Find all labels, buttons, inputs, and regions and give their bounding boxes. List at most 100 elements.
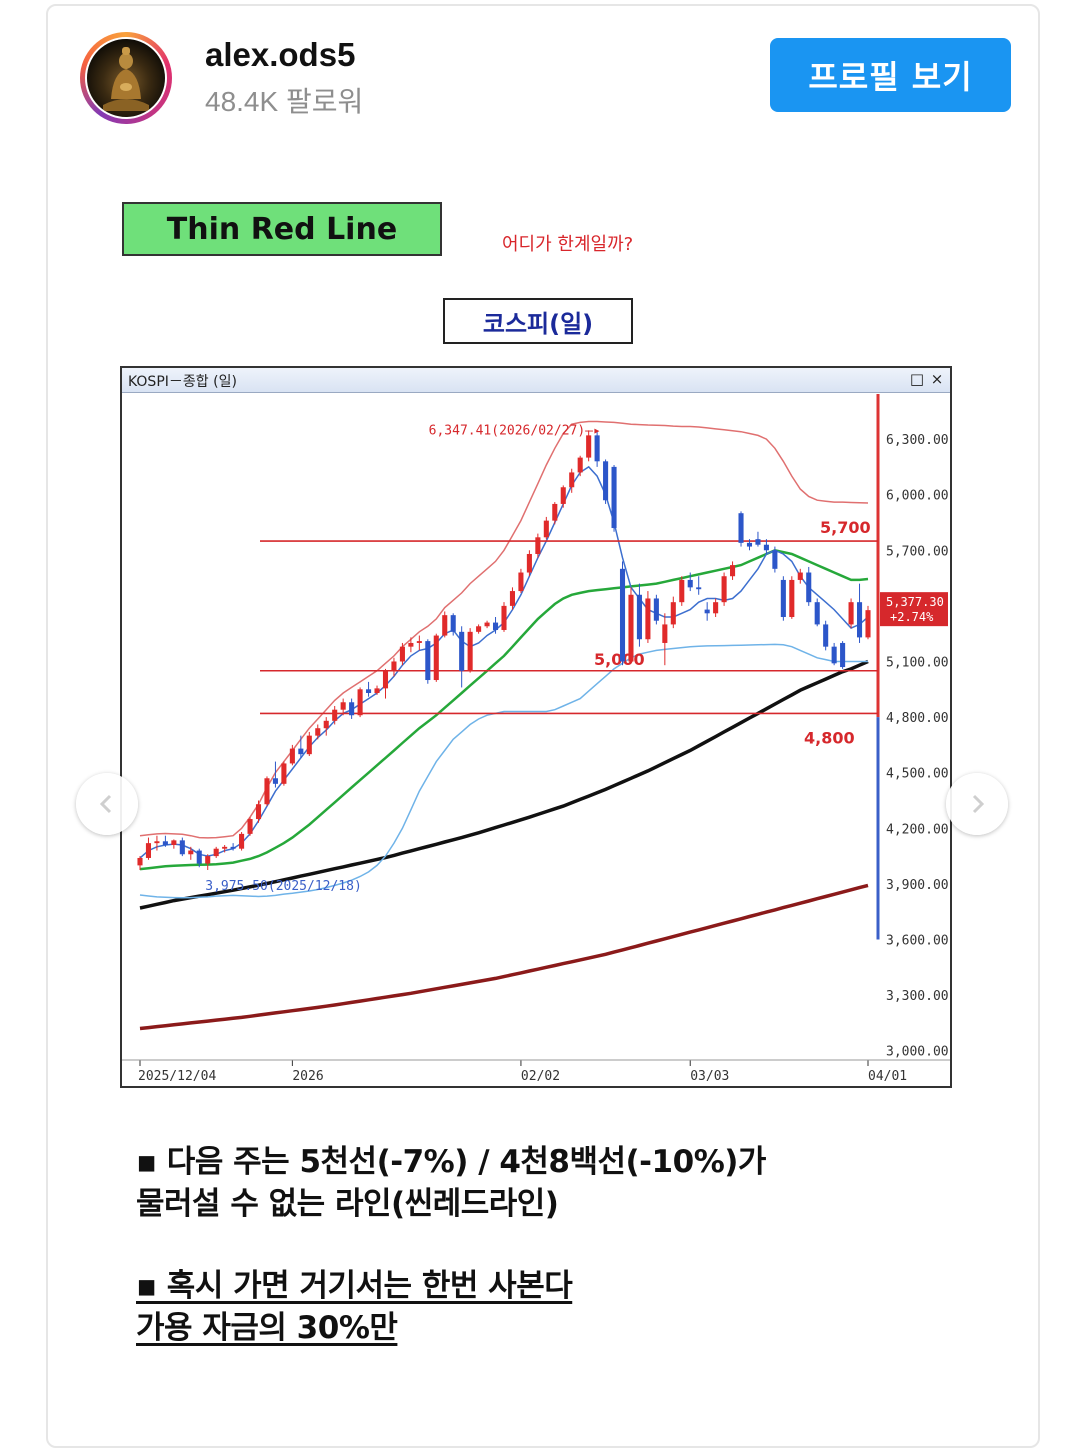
candle-body: [679, 579, 685, 603]
candle-body: [382, 670, 389, 689]
candle-body: [264, 778, 270, 805]
candle-body: [594, 435, 600, 462]
low-annotation: 3,975.50(2025/12/18): [205, 879, 362, 894]
candle-body: [399, 646, 405, 662]
candle-body: [145, 843, 152, 858]
candle-body: [492, 622, 499, 630]
ma-series-line: [139, 465, 869, 859]
candle-body: [323, 720, 329, 729]
candle-body: [509, 591, 516, 606]
bullet-2-line-2: 가용 자금의 30%만: [136, 1310, 398, 1346]
candle-body: [416, 641, 422, 643]
candle-body: [476, 626, 482, 632]
candle-body: [526, 553, 532, 573]
candle-body: [255, 804, 262, 820]
last-change-label: +2.74%: [890, 610, 934, 624]
chevron-left-icon: [99, 794, 112, 814]
x-tick-label: 03/03: [690, 1069, 729, 1084]
candle-body: [603, 461, 609, 501]
x-tick-label: 2026: [292, 1069, 323, 1084]
candle-body: [272, 778, 278, 784]
candle-body: [171, 840, 177, 845]
candle-body: [619, 568, 626, 662]
bullet-2-line-1: ▪ 혹시 가면 거기서는 한번 사본다: [136, 1268, 573, 1304]
y-tick-label: 3,900.00: [886, 878, 949, 893]
candle-body: [247, 819, 253, 834]
y-tick-label: 6,300.00: [886, 433, 949, 448]
avatar[interactable]: [80, 32, 172, 124]
candle-body: [636, 594, 642, 640]
candle-body: [645, 598, 651, 640]
carousel-next-button[interactable]: [946, 773, 1008, 835]
candle-body: [230, 846, 236, 849]
candle-body: [501, 605, 507, 630]
y-tick-label: 4,200.00: [886, 822, 949, 837]
chart-caption: 코스피(일): [443, 298, 633, 344]
avatar-image: [85, 37, 167, 119]
buddha-statue-icon: [103, 47, 149, 111]
candle-body: [433, 635, 439, 681]
last-price-label: 5,377.30: [886, 595, 944, 609]
candle-body: [552, 503, 558, 521]
username[interactable]: alex.ods5: [205, 36, 356, 73]
y-tick-label: 3,000.00: [886, 1045, 949, 1060]
candle-body: [856, 602, 863, 638]
candle-body: [840, 642, 846, 668]
candle-body: [137, 857, 143, 866]
ma-series-line: [139, 643, 868, 899]
level-label: 5,000: [594, 650, 645, 669]
candle-body: [814, 602, 820, 625]
candle-body: [196, 850, 202, 864]
close-icon[interactable]: ×: [930, 370, 944, 388]
candle-body: [408, 642, 414, 647]
y-tick-label: 4,500.00: [886, 767, 949, 782]
candle-body: [704, 609, 710, 614]
candle-body: [653, 598, 659, 621]
candle-body: [797, 572, 803, 580]
candle-body: [865, 610, 871, 638]
restore-icon[interactable]: □: [909, 370, 925, 388]
candle-body: [315, 728, 321, 736]
candle-body: [518, 572, 524, 592]
post-question: 어디가 한계일까?: [502, 234, 634, 255]
candle-body: [179, 840, 185, 855]
candle-body: [696, 587, 702, 590]
carousel-prev-button[interactable]: [76, 773, 138, 835]
candle-body: [730, 565, 736, 577]
candle-body: [450, 615, 456, 632]
candle-body: [569, 472, 575, 488]
candle-body: [332, 709, 338, 721]
candle-body: [823, 624, 829, 647]
last-price-badge: [880, 592, 948, 627]
chart-window-title: KOSPI－종합 (일): [128, 374, 237, 390]
candle-body: [349, 702, 355, 716]
ma-series-line: [139, 420, 869, 839]
candle-body: [467, 631, 473, 671]
candle-body: [560, 487, 566, 504]
candle-body: [763, 544, 769, 551]
level-label: 4,800: [804, 728, 855, 747]
ma-series-line: [139, 548, 869, 871]
follower-count: 48.4K 팔로워: [205, 86, 364, 117]
candle-body: [543, 520, 549, 538]
candle-body: [755, 539, 761, 545]
ma-series-line: [139, 659, 869, 910]
candle-body: [662, 624, 668, 643]
y-tick-label: 5,700.00: [886, 544, 949, 559]
view-profile-button[interactable]: 프로필 보기: [770, 38, 1011, 112]
candle-body: [222, 846, 228, 849]
y-tick-label: 5,100.00: [886, 655, 949, 670]
kospi-candlestick-chart: 6,300.00 6,000.00 5,700.00 5,100.00 4,800.00…: [122, 394, 950, 1084]
candle-body: [281, 763, 287, 784]
candle-body: [340, 702, 346, 710]
candle-body: [357, 689, 363, 716]
post-headline: Thin Red Line: [122, 202, 442, 256]
y-tick-label: 4,800.00: [886, 711, 949, 726]
candle-body: [577, 457, 583, 473]
candle-body: [391, 661, 397, 671]
candle-body: [154, 841, 160, 844]
candle-body: [239, 833, 245, 849]
candle-body: [772, 550, 778, 569]
x-tick-label: 02/02: [521, 1069, 560, 1084]
candle-body: [806, 572, 812, 603]
